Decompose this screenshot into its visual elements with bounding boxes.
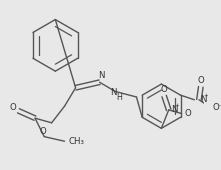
Text: H: H — [116, 93, 122, 102]
Text: N: N — [200, 95, 206, 104]
Text: O: O — [10, 103, 16, 112]
Text: CH₃: CH₃ — [69, 137, 84, 146]
Text: O: O — [185, 109, 191, 118]
Text: +: + — [203, 93, 208, 98]
Text: N: N — [110, 88, 117, 97]
Text: O: O — [40, 127, 47, 136]
Text: N: N — [98, 71, 105, 80]
Text: O⁻: O⁻ — [213, 103, 221, 112]
Text: O: O — [161, 85, 168, 94]
Text: O: O — [197, 76, 204, 85]
Text: N: N — [171, 105, 178, 114]
Text: +: + — [175, 103, 179, 108]
